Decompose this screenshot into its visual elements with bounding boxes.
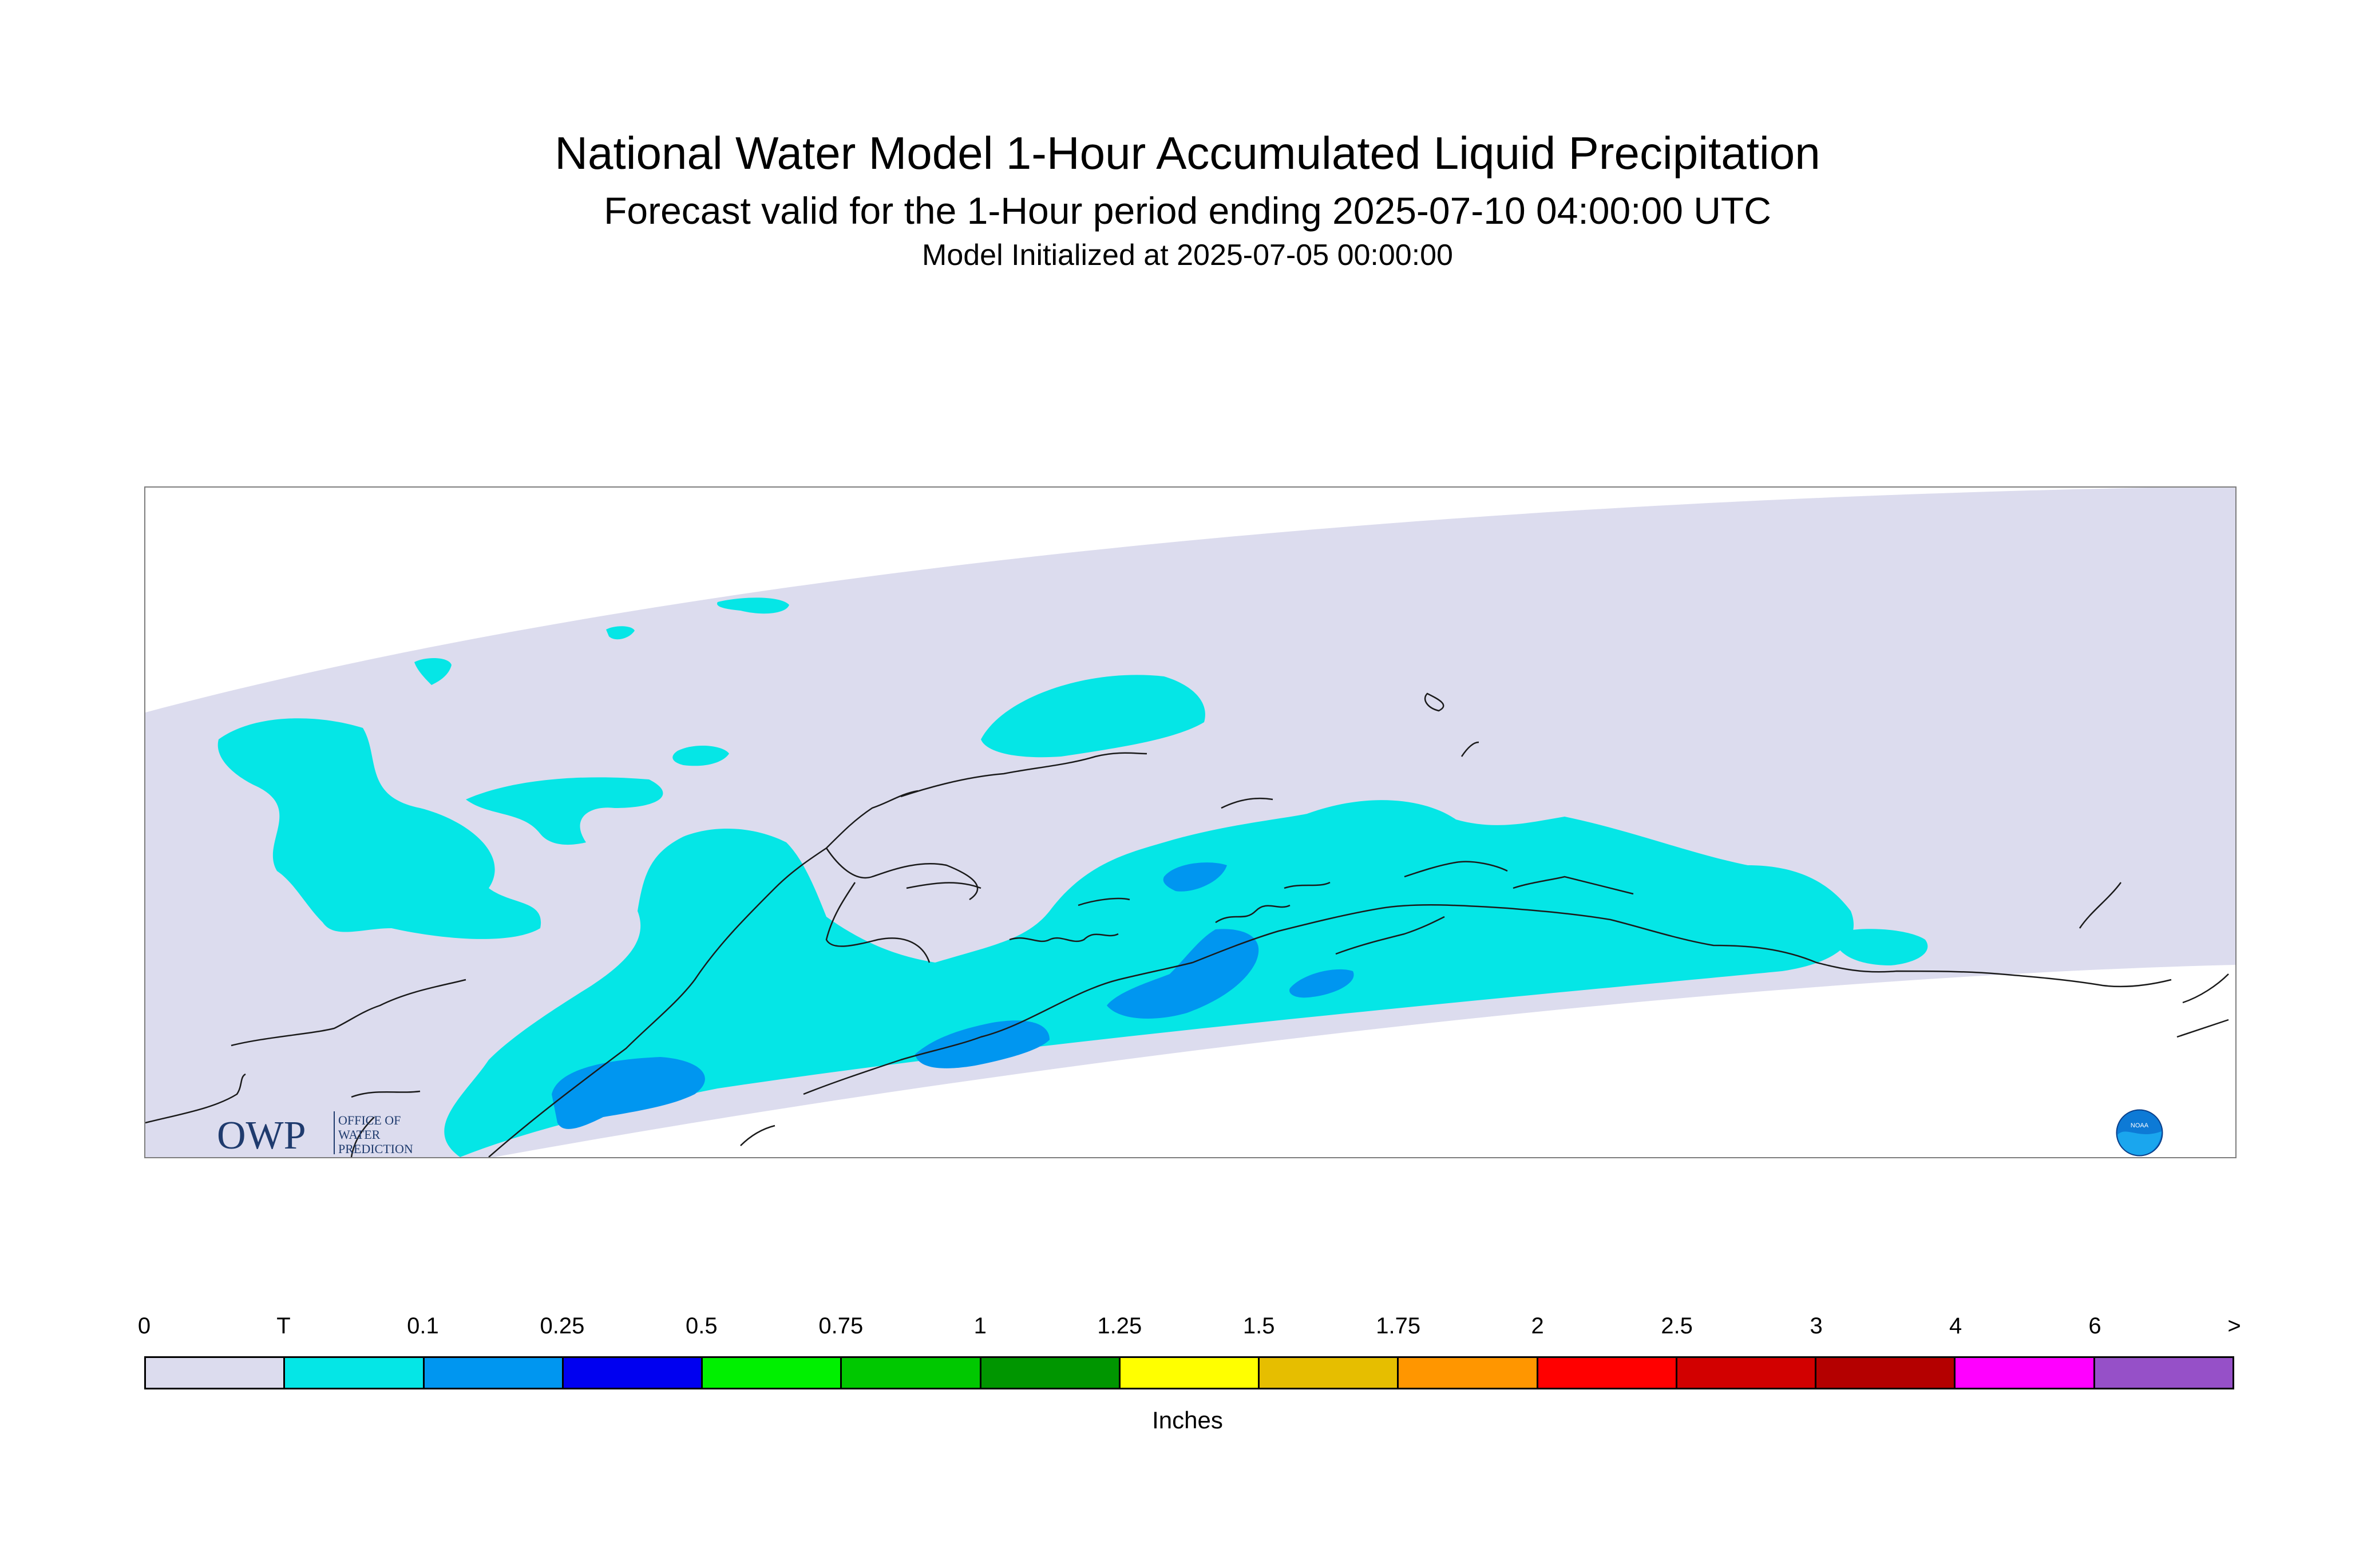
legend-units-label: Inches: [1152, 1407, 1223, 1434]
coastline: [1460, 741, 1479, 757]
owp-logo-line-1: OFFICE OF: [338, 1113, 401, 1127]
precip-area: [717, 597, 789, 614]
legend-tick-label: 1.5: [1242, 1313, 1275, 1339]
legend-color-cell: [1816, 1358, 1956, 1388]
coastline: [488, 790, 919, 1157]
legend-tick-label: T: [276, 1313, 291, 1339]
legend-tick-label: 0.75: [818, 1313, 864, 1339]
precipitation-map: OWP OFFICE OF WATER PREDICTION NOAA: [144, 486, 2237, 1158]
legend-tick-label: 6: [2088, 1313, 2101, 1339]
precip-area: [672, 745, 729, 766]
precip-area: [1289, 969, 1354, 998]
legend-color-cell: [563, 1358, 703, 1388]
owp-logo-line-3: PREDICTION: [338, 1142, 413, 1156]
coastline: [145, 1073, 246, 1124]
precip-area: [606, 626, 635, 640]
model-domain-area: [145, 488, 2235, 1157]
forecast-valid-subtitle: Forecast valid for the 1-Hour period end…: [604, 189, 1771, 232]
coastline: [2182, 973, 2229, 1004]
coastline: [825, 848, 979, 901]
legend-tick-label: 2.5: [1661, 1313, 1693, 1339]
legend-tick-label: 3: [1810, 1313, 1823, 1339]
legend-colorbar: [144, 1356, 2234, 1389]
legend-color-cell: [1677, 1358, 1817, 1388]
legend-tick-labels: 0 T 0.1 0.25 0.5 0.75 1 1.25 1.5 1.75 2 2.5 3 4 6 >: [138, 1313, 2241, 1348]
legend-color-cell: [842, 1358, 981, 1388]
owp-logo-letters: OWP: [217, 1114, 306, 1157]
map-canvas: [145, 488, 2235, 1157]
coastline: [2079, 882, 2122, 929]
legend-tick-label: 0.25: [540, 1313, 585, 1339]
legend-color-cell: [1538, 1358, 1677, 1388]
coastline: [350, 1116, 375, 1157]
legend-tick-label: 1: [973, 1313, 987, 1339]
precip-area: [444, 800, 1854, 1157]
owp-logo-line-2: WATER: [338, 1127, 381, 1142]
legend-tick-label: 0: [137, 1313, 151, 1339]
legend-color-cell: [981, 1358, 1121, 1388]
legend-tick-label: 0.5: [686, 1313, 718, 1339]
coastline: [1221, 797, 1273, 809]
precip-area: [981, 675, 1205, 758]
legend-color-cell: [1260, 1358, 1399, 1388]
legend-color-cell: [2095, 1358, 2232, 1388]
legend-tick-label: 2: [1531, 1313, 1544, 1339]
coastline: [1049, 933, 1119, 943]
precip-area: [414, 658, 452, 685]
trace-precip-areas: [217, 597, 1928, 1157]
coastline: [1335, 916, 1445, 955]
legend-tick-label: 4: [1949, 1313, 1962, 1339]
coastline: [1009, 937, 1050, 943]
owp-logo: OWP OFFICE OF WATER PREDICTION: [217, 1111, 413, 1157]
precip-area: [1163, 862, 1227, 892]
legend-color-cell: [1956, 1358, 2095, 1388]
precip-area: [915, 1020, 1050, 1068]
coastline: [1192, 904, 2172, 988]
coastline: [1284, 881, 1331, 889]
coastlines: [145, 692, 2229, 1157]
coastline: [740, 1124, 775, 1146]
legend-tick-label: 0.1: [407, 1313, 439, 1339]
legend-color-cell: [424, 1358, 564, 1388]
noaa-logo-text: NOAA: [2131, 1122, 2149, 1129]
precip-area: [466, 777, 663, 845]
legend-color-cell: [146, 1358, 286, 1388]
model-initialized-line: Model Initialized at 2025-07-05 00:00:00: [922, 239, 1453, 272]
coastline: [803, 961, 1193, 1095]
legend-tick-label: 1.25: [1097, 1313, 1142, 1339]
coastline: [2176, 1019, 2229, 1038]
map-title: National Water Model 1-Hour Accumulated …: [555, 128, 1820, 179]
precip-area: [217, 718, 541, 939]
legend-color-cell: [285, 1358, 425, 1388]
coastline: [1404, 861, 1508, 878]
coastline: [1513, 876, 1634, 895]
precip-area: [1834, 929, 1928, 965]
coastline: [351, 1090, 421, 1098]
noaa-logo: NOAA: [2116, 1109, 2163, 1157]
legend-color-cell: [703, 1358, 842, 1388]
coastline: [825, 882, 931, 963]
coastline: [1078, 897, 1130, 906]
legend-tick-label: >: [2227, 1313, 2241, 1339]
coastline: [231, 979, 466, 1047]
coastline: [906, 882, 981, 889]
coastline: [1424, 692, 1444, 712]
legend-tick-label: 1.75: [1376, 1313, 1421, 1339]
coastline: [1215, 904, 1291, 924]
coastline: [900, 752, 1147, 798]
legend-color-cell: [1399, 1358, 1538, 1388]
legend-color-cell: [1120, 1358, 1260, 1388]
